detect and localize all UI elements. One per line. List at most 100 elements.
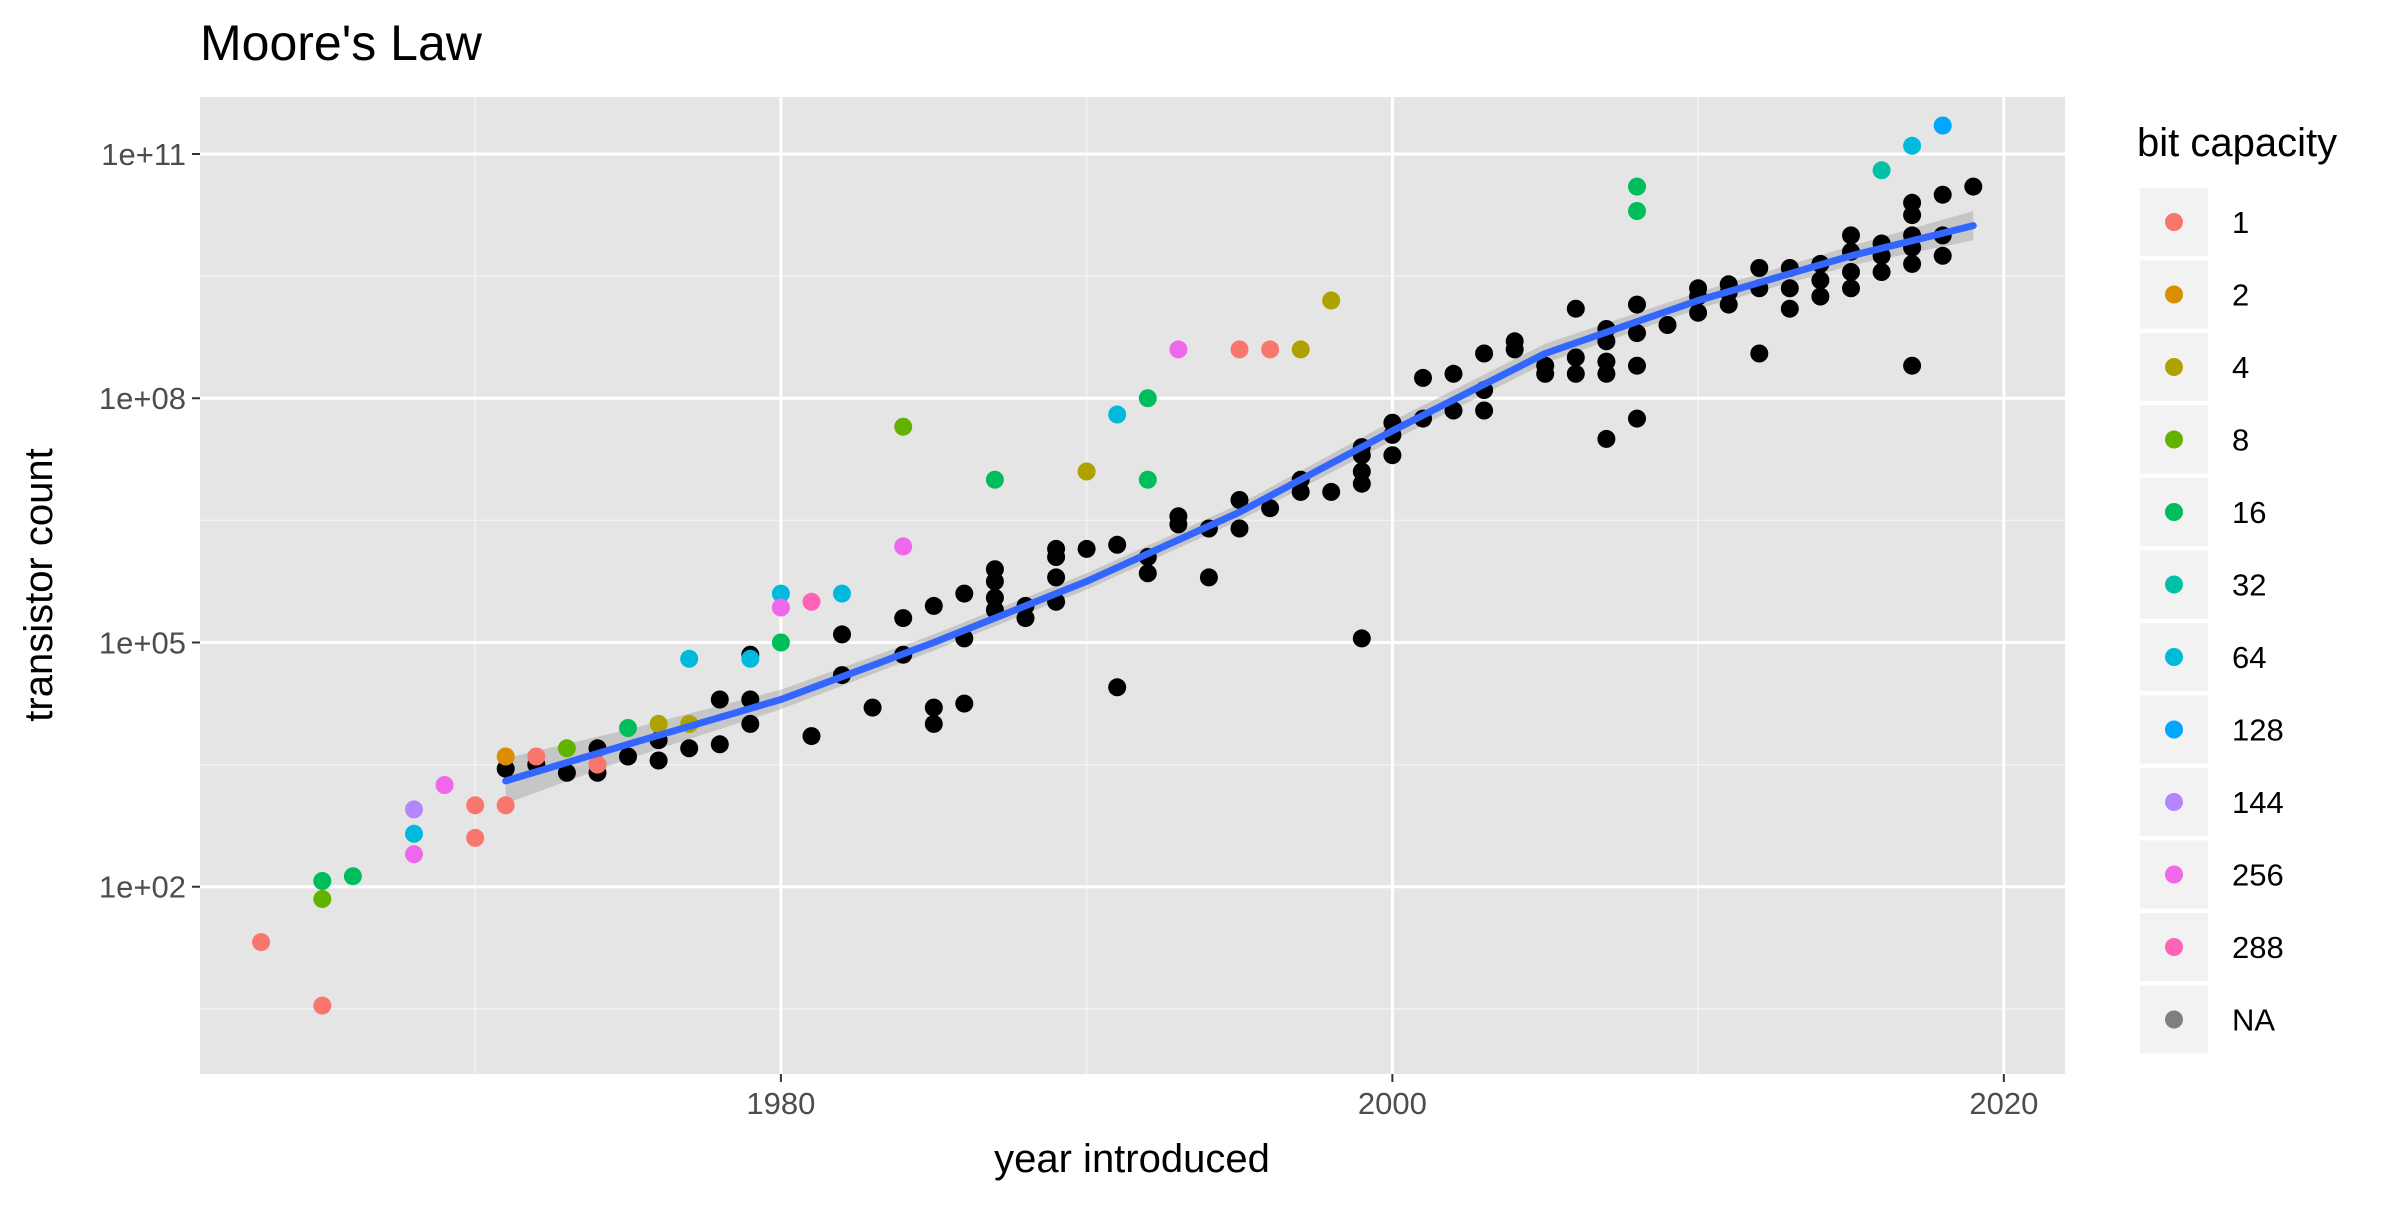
data-point (1505, 332, 1524, 351)
legend-swatch (2165, 938, 2183, 956)
x-axis-ticks: 1980 2000 2020 (746, 1074, 2038, 1121)
data-point (1872, 263, 1891, 281)
data-point (343, 867, 362, 886)
legend-swatch (2165, 503, 2183, 521)
data-point (710, 735, 729, 754)
data-point (1811, 287, 1830, 306)
trend-line (502, 222, 1977, 785)
data-point (1444, 364, 1463, 383)
data-point (1842, 279, 1860, 298)
legend-swatch (2165, 793, 2183, 811)
legend-title: bit capacity (2137, 121, 2337, 165)
data-point (1628, 324, 1646, 343)
data-point (1903, 136, 1922, 155)
legend-label: 16 (2232, 495, 2266, 530)
data-point (1230, 491, 1249, 509)
data-point (1842, 263, 1860, 281)
data-point (741, 714, 760, 733)
y-tick-label: 1e+11 (101, 137, 186, 172)
y-axis-ticks: 1e+02 1e+05 1e+08 1e+11 (99, 137, 200, 905)
data-point (1658, 316, 1677, 334)
legend-swatch (2165, 575, 2183, 594)
data-point (1138, 564, 1157, 583)
y-axis-title: transistor count (17, 448, 61, 721)
data-point (1414, 368, 1432, 387)
data-point (649, 714, 668, 733)
data-point (1475, 344, 1494, 363)
data-point (1047, 539, 1066, 558)
trend-line-path (502, 222, 1977, 785)
data-point (313, 872, 332, 890)
data-point (985, 588, 1004, 607)
data-point (1169, 507, 1188, 526)
x-tick-label: 2000 (1358, 1086, 1427, 1121)
data-point (1108, 535, 1127, 554)
data-point (1597, 429, 1616, 448)
data-point (894, 417, 913, 436)
data-point (496, 796, 515, 815)
data-point (1689, 279, 1708, 298)
data-point (496, 747, 515, 766)
data-point (1230, 340, 1249, 359)
data-point (1566, 348, 1585, 367)
data-point (252, 933, 271, 952)
data-point (1077, 539, 1096, 558)
data-point (1352, 462, 1371, 481)
data-point (771, 633, 790, 652)
x-tick-label: 2020 (1969, 1086, 2038, 1121)
data-point (955, 694, 974, 713)
data-point (771, 598, 790, 617)
data-point (985, 560, 1004, 579)
legend-swatch (2165, 285, 2183, 304)
data-point (1689, 303, 1708, 322)
data-point (985, 470, 1004, 489)
data-point (1169, 340, 1188, 359)
data-point (680, 649, 699, 668)
data-point (1597, 352, 1616, 371)
data-point (1933, 185, 1952, 204)
legend-swatch (2165, 1010, 2183, 1029)
data-point (1628, 295, 1646, 314)
data-point (1047, 568, 1066, 587)
data-point (1291, 340, 1310, 359)
data-point (1903, 206, 1922, 225)
data-point (1903, 193, 1922, 212)
data-point (680, 739, 699, 758)
data-point (1780, 279, 1799, 298)
legend-label: 144 (2232, 785, 2284, 820)
data-point (802, 592, 821, 611)
data-point (1872, 161, 1891, 180)
x-axis-title: year introduced (994, 1137, 1270, 1181)
legend: 1 2 4 8 16 32 64 128 144 256 288 NA (2140, 188, 2284, 1054)
data-point (1628, 202, 1646, 220)
data-point (1536, 356, 1555, 375)
data-point (1199, 568, 1218, 587)
legend-label: 1 (2232, 205, 2249, 240)
data-point (1138, 389, 1157, 408)
y-tick-label: 1e+02 (99, 870, 186, 905)
legend-label: 4 (2232, 350, 2249, 385)
data-point (955, 584, 974, 603)
data-point (1903, 356, 1922, 375)
data-point (405, 824, 423, 843)
data-point (1903, 254, 1922, 273)
data-point (1750, 259, 1769, 277)
data-point (863, 698, 882, 717)
data-points (252, 116, 1983, 1015)
data-point (313, 996, 332, 1015)
legend-swatch (2165, 648, 2183, 666)
data-point (1628, 356, 1646, 375)
chart-title: Moore's Law (200, 15, 483, 71)
data-point (619, 719, 637, 737)
data-point (1261, 499, 1280, 518)
legend-label: 288 (2232, 930, 2284, 965)
data-point (710, 690, 729, 709)
data-point (435, 776, 454, 794)
data-point (924, 698, 943, 717)
data-point (1322, 291, 1341, 310)
data-point (527, 747, 546, 766)
data-point (1628, 177, 1646, 196)
data-point (1322, 482, 1341, 501)
